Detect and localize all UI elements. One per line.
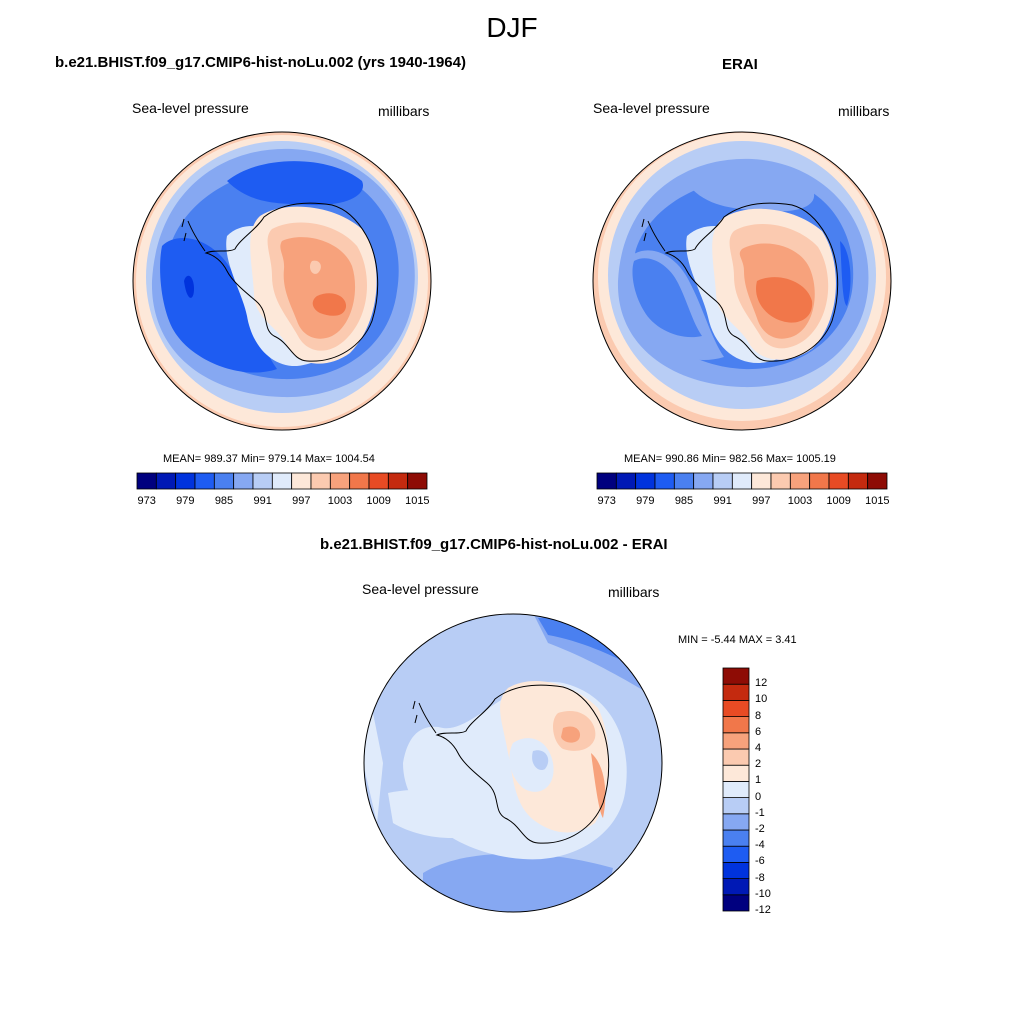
colorbar-swatch [271, 472, 293, 490]
colorbar-swatch [722, 829, 750, 847]
colorbar-tick-label: 2 [755, 758, 762, 771]
colorbar-swatch [722, 748, 750, 766]
panel-model-units-label: millibars [378, 103, 430, 119]
colorbar-swatch [233, 472, 254, 490]
colorbar-tick-label: 1015 [405, 495, 430, 507]
colorbar-tick-label: 973 [137, 495, 156, 507]
colorbar-tick-label: 991 [253, 495, 272, 507]
colorbar-tick-label: -6 [755, 855, 765, 868]
panel-model-stats: MEAN= 989.37 Min= 979.14 Max= 1004.54 [163, 453, 375, 465]
colorbar-swatch [387, 472, 409, 490]
panel-diff-title: b.e21.BHIST.f09_g17.CMIP6-hist-noLu.002 … [320, 536, 668, 553]
colorbar-swatch [731, 472, 753, 490]
colorbar-swatch [722, 700, 750, 718]
colorbar-swatch [349, 472, 370, 490]
colorbar-swatch [722, 861, 750, 879]
obs-polar-map [592, 131, 892, 431]
colorbar-swatch [847, 472, 869, 490]
colorbar-swatch [155, 472, 177, 490]
colorbar-tick-label: 0 [755, 790, 762, 803]
colorbar-swatch [722, 716, 750, 734]
colorbar-swatch [722, 813, 750, 831]
colorbar-swatch [310, 472, 331, 490]
colorbar-swatch [867, 472, 888, 490]
panel-model-colorbar [136, 472, 428, 490]
colorbar-tick-label: 985 [214, 495, 234, 507]
colorbar-swatch [407, 472, 428, 490]
colorbar-swatch [722, 845, 750, 863]
colorbar-tick-label: 979 [176, 495, 195, 507]
colorbar-swatch [673, 472, 695, 490]
panel-obs-colorbar-ticks: 973 979 985 991 997 1003 1009 1015 [597, 495, 889, 509]
colorbar-swatch [751, 472, 772, 490]
colorbar-tick-label: 973 [597, 495, 616, 507]
panel-model-title: b.e21.BHIST.f09_g17.CMIP6-hist-noLu.002 … [55, 54, 466, 71]
colorbar-tick-label: 997 [292, 495, 311, 507]
colorbar-tick-label: 979 [636, 495, 655, 507]
colorbar-swatch [596, 472, 617, 490]
panel-obs-colorbar [596, 472, 888, 490]
panel-obs-stats: MEAN= 990.86 Min= 982.56 Max= 1005.19 [624, 453, 836, 465]
panel-diff-units-label: millibars [608, 584, 660, 600]
figure-title: DJF [486, 12, 538, 43]
colorbar-swatch [693, 472, 714, 490]
colorbar-tick-label: -4 [755, 839, 765, 852]
colorbar-tick-label: 1003 [787, 495, 813, 507]
colorbar-tick-label: 4 [755, 742, 762, 754]
panel-diff-colorbar [722, 667, 750, 912]
colorbar-tick-label: 997 [752, 495, 771, 507]
colorbar-swatch [329, 472, 351, 490]
panel-diff-variable-label: Sea-level pressure [362, 581, 479, 597]
colorbar-swatch [615, 472, 637, 490]
colorbar-swatch [828, 472, 849, 490]
panel-diff-stats: MIN = -5.44 MAX = 3.41 [678, 634, 797, 646]
colorbar-swatch [635, 472, 656, 490]
colorbar-swatch [712, 472, 733, 490]
colorbar-tick-label: -10 [755, 887, 771, 900]
colorbar-swatch [722, 894, 750, 912]
colorbar-tick-label: -1 [755, 806, 765, 819]
colorbar-tick-label: 1009 [366, 495, 391, 507]
colorbar-tick-label: 8 [755, 709, 762, 722]
colorbar-swatch [722, 764, 750, 782]
difference-polar-map [363, 613, 663, 913]
colorbar-tick-label: 6 [755, 725, 762, 738]
colorbar-tick-label: 991 [713, 495, 732, 507]
panel-obs-units-label: millibars [838, 103, 890, 119]
panel-model-variable-label: Sea-level pressure [132, 100, 249, 116]
colorbar-tick-label: 1003 [327, 495, 353, 507]
colorbar-tick-label: 10 [755, 693, 768, 706]
colorbar-tick-label: 1015 [865, 495, 890, 507]
colorbar-tick-label: -12 [755, 904, 771, 916]
colorbar-swatch [809, 472, 830, 490]
colorbar-swatch [291, 472, 312, 490]
colorbar-swatch [252, 472, 273, 490]
colorbar-swatch [175, 472, 196, 490]
panel-obs-title: ERAI [722, 56, 758, 73]
panel-diff-colorbar-ticks: 12 10 8 6 4 2 1 0 -1 -2 -4 -6 -8 -10 -12 [755, 668, 795, 916]
colorbar-swatch [213, 472, 235, 490]
model-polar-map [132, 131, 432, 431]
colorbar-swatch [722, 683, 750, 701]
colorbar-swatch [770, 472, 791, 490]
colorbar-swatch [136, 472, 157, 490]
colorbar-swatch [368, 472, 389, 490]
colorbar-swatch [194, 472, 215, 490]
colorbar-swatch [789, 472, 811, 490]
colorbar-swatch [654, 472, 675, 490]
panel-model-colorbar-ticks: 973 979 985 991 997 1003 1009 1015 [137, 495, 429, 509]
colorbar-tick-label: -8 [755, 871, 765, 884]
colorbar-swatch [722, 732, 750, 750]
colorbar-tick-label: -2 [755, 823, 765, 835]
colorbar-swatch [722, 667, 750, 685]
colorbar-tick-label: 985 [674, 495, 694, 507]
colorbar-tick-label: 12 [755, 677, 768, 690]
colorbar-swatch [722, 797, 750, 815]
colorbar-swatch [722, 781, 750, 799]
panel-obs-variable-label: Sea-level pressure [593, 100, 710, 116]
colorbar-tick-label: 1 [755, 774, 762, 787]
colorbar-swatch [722, 878, 750, 896]
colorbar-tick-label: 1009 [826, 495, 851, 507]
